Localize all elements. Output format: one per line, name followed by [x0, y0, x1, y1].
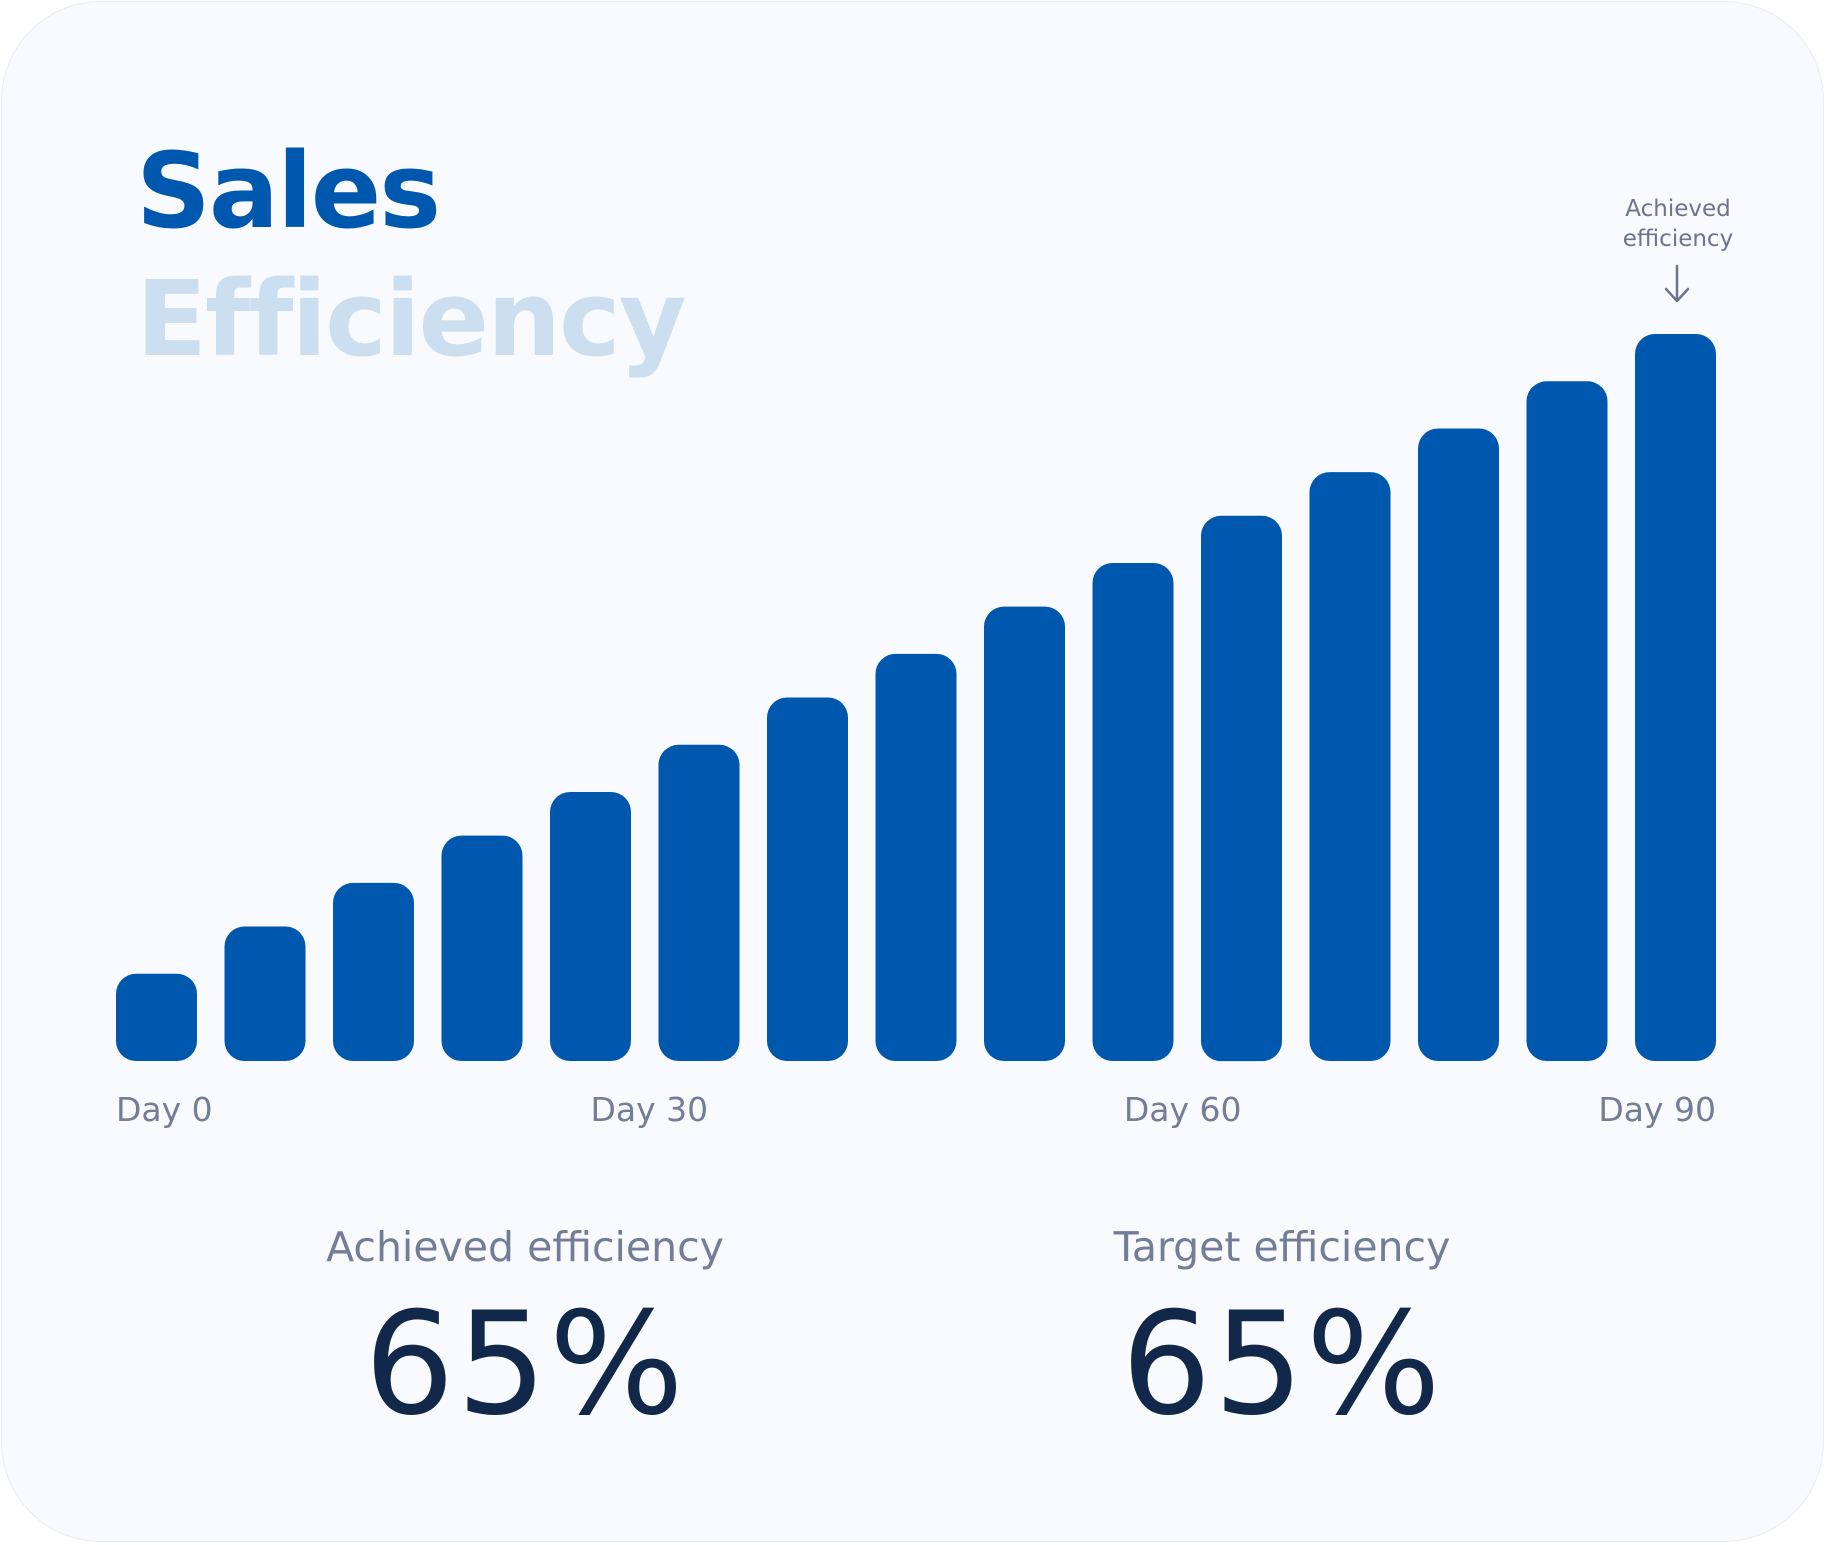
achieved-efficiency-value: 65%	[364, 1282, 686, 1447]
page-title: Sales Efficiency	[136, 127, 686, 383]
achieved-efficiency-label: Achieved efficiency	[326, 1223, 724, 1271]
bar-0	[116, 973, 197, 1061]
bar-6	[767, 697, 848, 1061]
bar-9	[1092, 563, 1174, 1061]
x-tick-label: Day 30	[590, 1090, 708, 1129]
annotation-line2: efficiency	[1622, 226, 1734, 252]
x-tick-label: Day 0	[116, 1090, 213, 1129]
arrow-down-icon	[1664, 264, 1690, 303]
bar-10	[1201, 515, 1282, 1062]
x-tick-label: Day 90	[1598, 1090, 1716, 1129]
bar-8	[984, 606, 1065, 1061]
bar-4	[550, 792, 631, 1061]
x-tick-label: Day 60	[1124, 1090, 1242, 1129]
bar-3	[441, 835, 523, 1061]
bar-12	[1418, 428, 1499, 1061]
bar-1	[224, 926, 306, 1061]
bar-13	[1526, 381, 1608, 1061]
annotation-line1: Achieved	[1625, 196, 1731, 222]
bar-2	[333, 882, 414, 1061]
bars-group	[116, 334, 1716, 1062]
bar-14	[1635, 334, 1716, 1061]
target-efficiency-value: 65%	[1121, 1282, 1443, 1447]
title-line-sales: Sales	[136, 130, 441, 252]
achieved-efficiency-stat: Achieved efficiency 65%	[245, 1217, 805, 1445]
bar-7	[875, 653, 957, 1061]
achieved-efficiency-annotation: Achieved efficiency	[1608, 194, 1748, 254]
title-line-efficiency: Efficiency	[136, 258, 686, 380]
bar-11	[1309, 472, 1391, 1062]
target-efficiency-stat: Target efficiency 65%	[1002, 1217, 1562, 1445]
bar-5	[658, 744, 740, 1061]
target-efficiency-label: Target efficiency	[1113, 1223, 1451, 1271]
x-axis-ticks: Day 0 Day 30 Day 60 Day 90	[116, 1090, 1716, 1129]
